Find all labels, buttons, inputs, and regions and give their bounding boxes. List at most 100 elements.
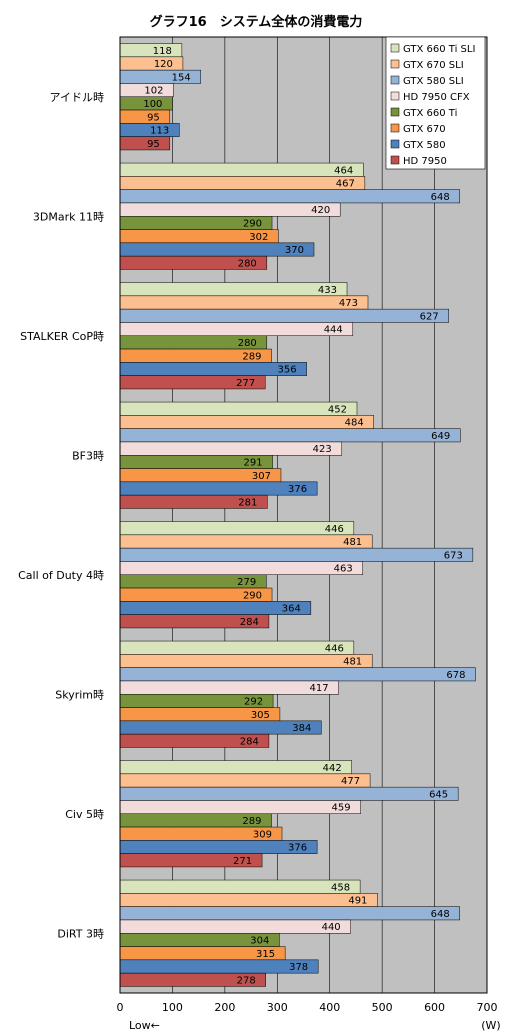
data-label: 433 [318,285,337,296]
category-label: 3DMark 11時 [33,210,104,223]
data-label: 305 [251,710,270,721]
legend-swatch [390,91,400,101]
data-label: 673 [444,550,463,561]
data-label: 458 [331,882,350,893]
x-tick-label: 400 [319,1001,340,1014]
data-label: 281 [238,497,257,508]
low-direction-label: Low← [129,1019,160,1032]
data-label: 95 [147,112,160,123]
data-label: 284 [240,736,259,747]
data-label: 491 [348,896,367,907]
data-label: 446 [325,643,344,654]
legend-label: GTX 660 Ti [403,108,457,119]
data-label: 302 [249,232,268,243]
category-label: Skyrim時 [55,688,104,701]
bar [119,534,373,549]
bar [119,800,361,815]
category-label: DiRT 3時 [57,927,104,940]
data-label: 356 [278,365,297,376]
data-label: 289 [242,816,261,827]
data-label: 291 [243,458,262,469]
bar [119,654,373,668]
legend-swatch [390,139,400,149]
data-label: 473 [339,298,358,309]
data-label: 309 [253,829,272,840]
bar [119,202,341,217]
legend-swatch [390,59,400,69]
data-label: 280 [238,258,257,269]
data-label: 284 [240,617,259,628]
bar [119,295,369,310]
data-label: 376 [288,484,307,495]
x-tick-label: 300 [267,1001,288,1014]
x-tick-label: 100 [162,1001,183,1014]
data-label: 290 [243,219,262,230]
category-label: Civ 5時 [65,808,104,821]
legend-swatch [390,43,400,53]
data-label: 118 [153,46,172,57]
x-tick-label: 200 [214,1001,235,1014]
data-label: 376 [288,843,307,854]
x-tick-label: 500 [372,1001,393,1014]
bar [119,680,339,695]
unit-label: (W) [481,1019,500,1032]
x-tick-label: 0 [117,1001,124,1014]
data-label: 364 [282,604,301,615]
bar [119,773,371,788]
bar [119,879,361,894]
bar [119,189,460,204]
category-label: Call of Duty 4時 [18,569,104,582]
data-label: 304 [250,936,269,947]
data-label: 481 [343,657,362,668]
bar [119,547,474,562]
data-label: 420 [311,205,330,216]
bar [119,720,322,735]
data-label: 417 [310,683,329,694]
data-label: 315 [256,949,275,960]
data-label: 271 [233,856,252,867]
data-label: 442 [323,763,342,774]
data-label: 423 [313,444,332,455]
data-label: 278 [237,975,256,986]
bar [119,906,460,921]
bar [119,401,358,416]
data-label: 648 [431,909,450,920]
data-label: 289 [242,351,261,362]
bar [119,176,366,190]
chart-title: グラフ16 システム全体の消費電力 [150,14,363,30]
data-label: 120 [154,59,173,70]
data-label: 477 [341,776,360,787]
legend-label: GTX 580 [403,140,446,151]
bar [119,561,363,576]
data-label: 307 [252,471,271,482]
bar [119,56,184,71]
data-label: 648 [431,192,450,203]
data-label: 370 [285,245,304,256]
data-label: 444 [324,325,343,336]
data-label: 678 [446,670,465,681]
data-label: 627 [420,311,439,322]
category-label: アイドル時 [50,91,104,104]
legend-swatch [390,123,400,133]
legend-label: GTX 670 [403,124,446,135]
legend-label: GTX 580 SLI [403,76,464,87]
legend-swatch [390,107,400,117]
data-label: 154 [172,72,191,83]
data-label: 459 [332,803,351,814]
legend-box [385,36,486,170]
data-label: 290 [243,590,262,601]
bar [119,441,343,456]
bar [119,136,171,151]
bar [119,109,171,124]
legend-swatch [390,155,400,165]
data-label: 279 [237,577,256,588]
data-label: 481 [343,537,362,548]
category-label: STALKER CoP時 [20,330,104,343]
bar [119,308,449,323]
legend-label: HD 7950 [403,156,447,167]
data-label: 280 [238,338,257,349]
legend-swatch [390,75,400,85]
bar [119,162,364,177]
bar [119,640,355,655]
bar [119,428,461,443]
